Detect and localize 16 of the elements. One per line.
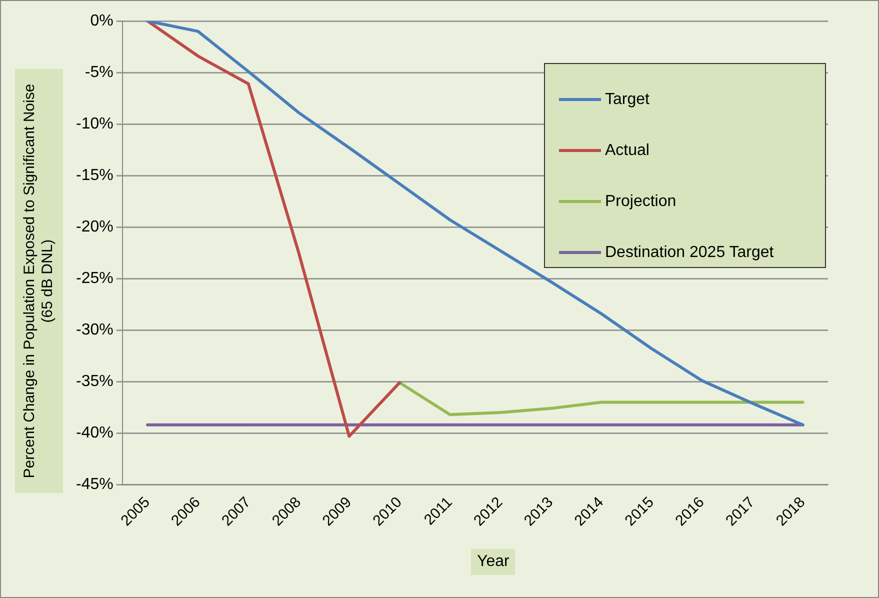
y-tick-label: -40% — [76, 424, 114, 442]
legend-label: Actual — [605, 142, 650, 160]
y-tick-label: -35% — [76, 373, 114, 390]
legend-label: Destination 2025 Target — [605, 244, 774, 262]
y-tick-label: -5% — [84, 64, 114, 81]
x-axis-title: Year — [471, 549, 516, 575]
y-tick-label: 0% — [90, 12, 114, 30]
y-tick-label: -10% — [76, 115, 114, 132]
y-tick-label: -30% — [76, 322, 114, 339]
legend-label: Projection — [605, 192, 676, 210]
y-tick-label: -45% — [76, 476, 114, 494]
y-axis-title: Percent Change in Population Exposed to Significant Noise (65 dB DNL) — [21, 82, 57, 480]
y-tick-label: -15% — [76, 166, 114, 184]
legend-label: Target — [605, 90, 650, 108]
y-tick-label: -25% — [76, 270, 114, 288]
y-tick-label: -20% — [76, 218, 114, 236]
